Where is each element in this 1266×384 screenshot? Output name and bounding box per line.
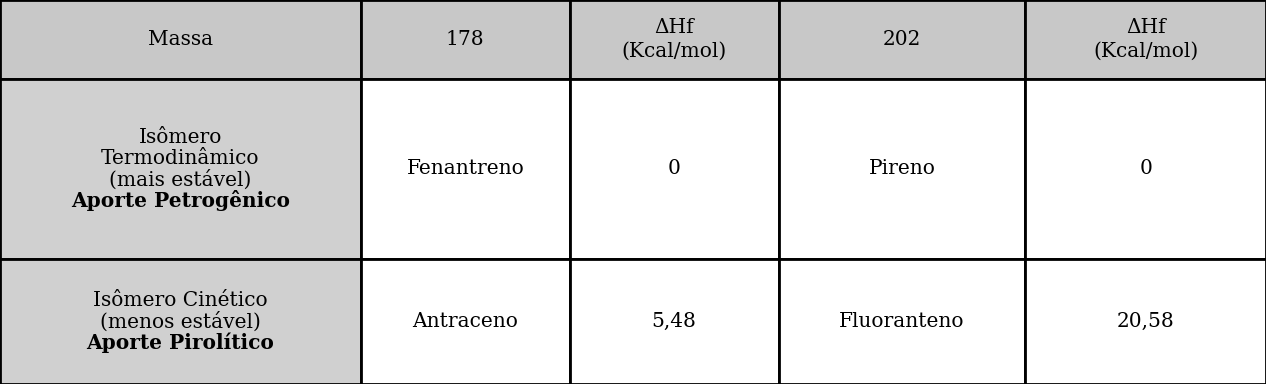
Text: 178: 178 <box>446 30 485 49</box>
Bar <box>779 259 1025 384</box>
Text: 0: 0 <box>667 159 681 179</box>
Bar <box>779 0 1025 79</box>
Text: Fluoranteno: Fluoranteno <box>839 312 965 331</box>
Text: Termodinâmico: Termodinâmico <box>101 149 260 168</box>
Text: Fenantreno: Fenantreno <box>406 159 524 179</box>
Text: (mais estável): (mais estável) <box>109 169 252 190</box>
Bar <box>1025 79 1266 259</box>
Text: (menos estável): (menos estável) <box>100 311 261 332</box>
Text: Massa: Massa <box>148 30 213 49</box>
Text: Aporte Pirolítico: Aporte Pirolítico <box>86 333 275 353</box>
Bar <box>779 79 1025 259</box>
Text: Pireno: Pireno <box>868 159 936 179</box>
Text: Antraceno: Antraceno <box>413 312 518 331</box>
Bar <box>0 259 361 384</box>
Bar <box>570 79 779 259</box>
Bar <box>361 79 570 259</box>
Bar <box>1025 259 1266 384</box>
Text: 20,58: 20,58 <box>1117 312 1175 331</box>
Bar <box>570 0 779 79</box>
Text: ΔHf
(Kcal/mol): ΔHf (Kcal/mol) <box>1093 18 1199 61</box>
Text: 5,48: 5,48 <box>652 312 696 331</box>
Bar <box>1025 0 1266 79</box>
Text: Aporte Petrogênico: Aporte Petrogênico <box>71 190 290 211</box>
Text: 202: 202 <box>882 30 922 49</box>
Text: 0: 0 <box>1139 159 1152 179</box>
Bar <box>0 0 361 79</box>
Bar <box>361 0 570 79</box>
Bar <box>0 79 361 259</box>
Bar <box>570 259 779 384</box>
Text: Isômero Cinético: Isômero Cinético <box>94 291 267 310</box>
Text: ΔHf
(Kcal/mol): ΔHf (Kcal/mol) <box>622 18 727 61</box>
Bar <box>361 259 570 384</box>
Text: Isômero: Isômero <box>139 128 222 147</box>
